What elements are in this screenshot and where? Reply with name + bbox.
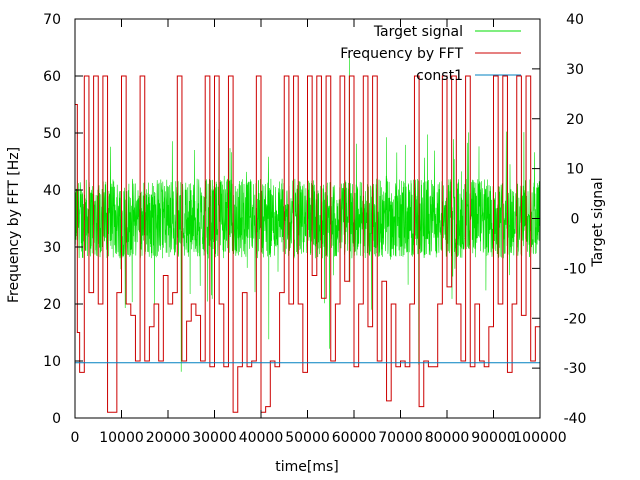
y2-tick-label: 20	[566, 112, 584, 128]
x-tick-label: 70000	[378, 430, 423, 446]
y-tick-label: 30	[43, 240, 61, 256]
y-axis-label: Frequency by FFT [Hz]	[6, 147, 22, 303]
y2-tick-label: -10	[564, 261, 587, 277]
series-frequency-by-fft	[75, 75, 541, 413]
x-tick-label: 90000	[471, 430, 516, 446]
y2-axis-label: Target signal	[590, 177, 606, 267]
y-tick-label: 40	[43, 183, 61, 199]
x-axis-ticks: 0 10000 20000 30000 40000 50000 60000 70000 8000…	[71, 19, 567, 446]
y2-tick-label: 10	[566, 162, 584, 178]
x-tick-label: 40000	[239, 430, 284, 446]
x-tick-label: 50000	[285, 430, 330, 446]
y-tick-label: 70	[43, 12, 61, 28]
x-axis-label: time[ms]	[275, 459, 339, 475]
y-tick-label: 20	[43, 297, 61, 313]
y2-axis-ticks: -40 -30 -20 -10 0 10 20 30 40	[532, 12, 586, 427]
y-tick-label: 0	[52, 411, 61, 427]
y-tick-label: 50	[43, 126, 61, 142]
legend-label: Target signal	[373, 24, 463, 40]
x-tick-label: 60000	[332, 430, 377, 446]
legend-label: const1	[416, 68, 463, 84]
x-tick-label: 0	[71, 430, 80, 446]
y2-tick-label: -30	[564, 361, 587, 377]
x-tick-label: 10000	[99, 430, 144, 446]
y2-tick-label: -40	[564, 411, 587, 427]
y-tick-label: 60	[43, 69, 61, 85]
legend-label: Frequency by FFT	[340, 46, 463, 62]
frequency-by-fft-line	[75, 75, 541, 413]
y2-tick-label: 40	[566, 12, 584, 28]
y2-tick-label: 30	[566, 62, 584, 78]
y2-tick-label: 0	[571, 212, 580, 228]
legend: Target signal Frequency by FFT const1	[340, 24, 521, 84]
y2-tick-label: -20	[564, 311, 587, 327]
x-tick-label: 20000	[146, 430, 191, 446]
x-tick-label: 30000	[192, 430, 237, 446]
y-axis-ticks: 0 10 20 30 40 50 60 70	[43, 12, 83, 427]
x-tick-label: 100000	[513, 430, 566, 446]
y-tick-label: 10	[43, 354, 61, 370]
x-tick-label: 80000	[425, 430, 470, 446]
